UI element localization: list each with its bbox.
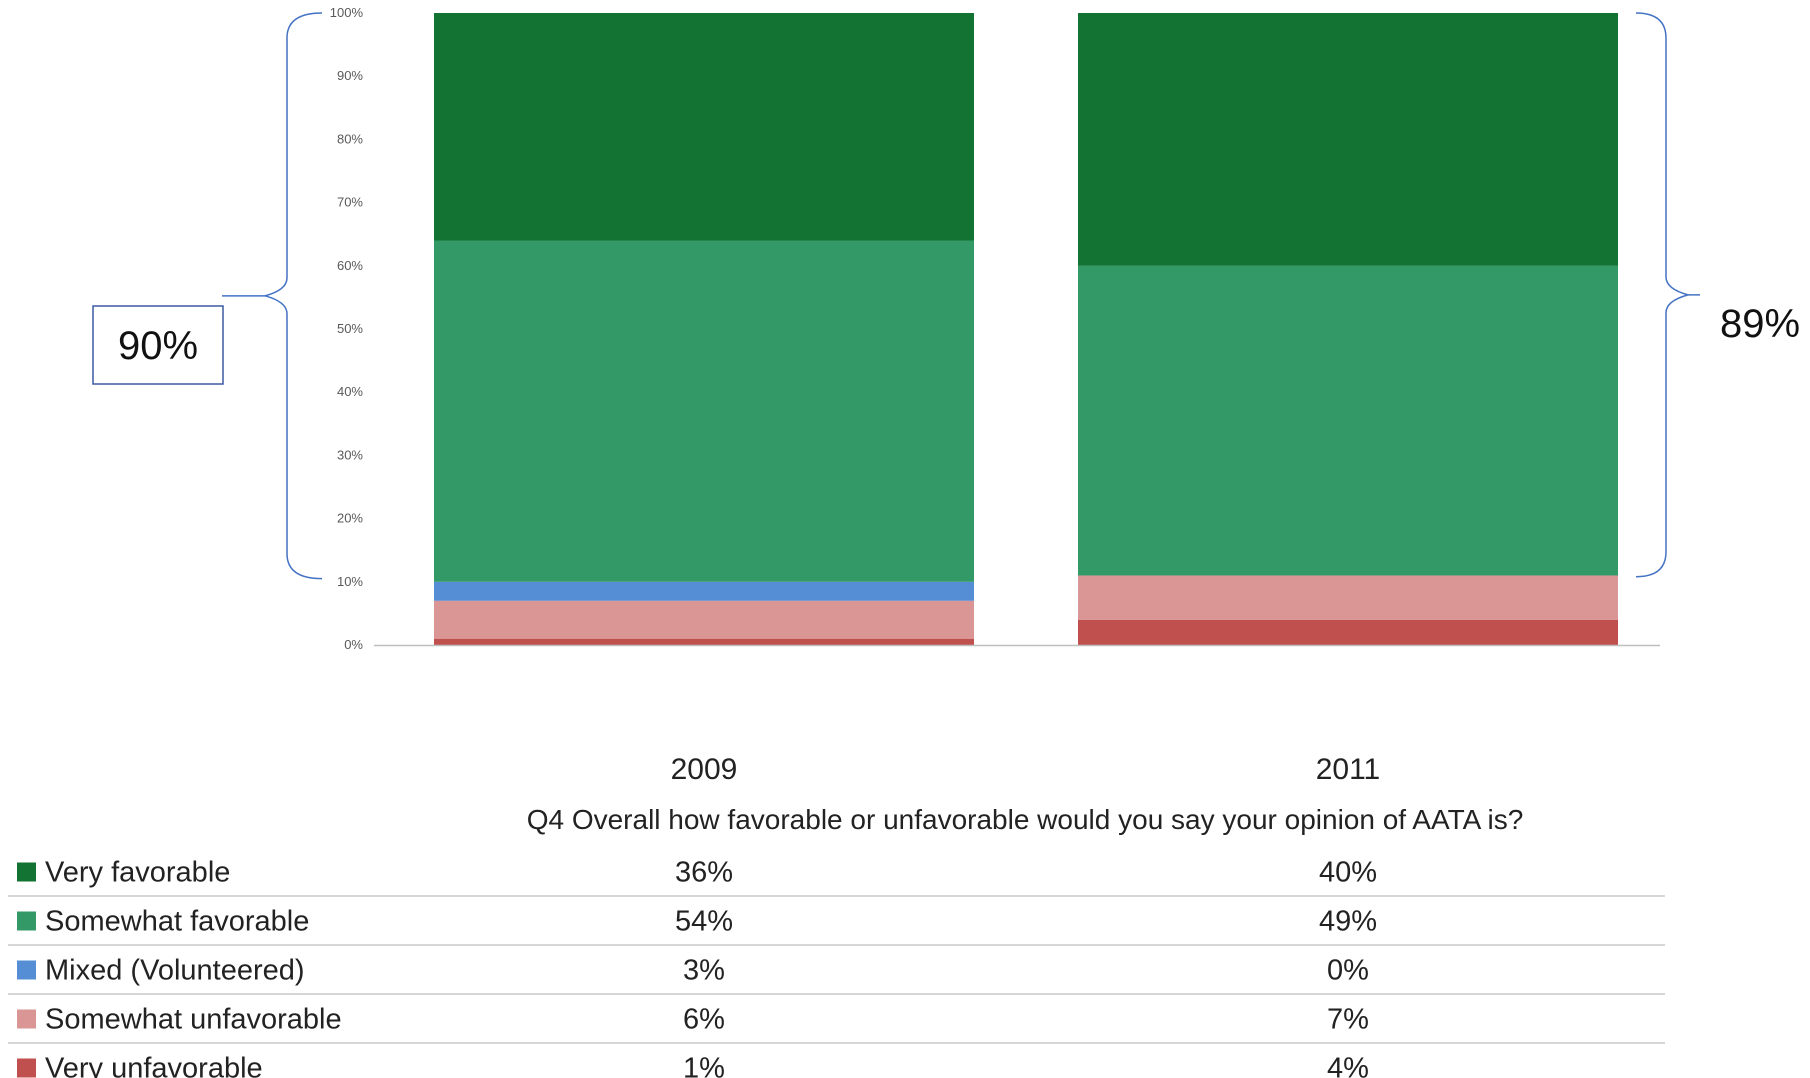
table-cell-2011-somewhat-unfavorable: 7% [1327,1004,1369,1036]
legend-swatch-very-unfavorable [17,1058,36,1078]
y-tick-label: 20% [337,511,363,526]
right-brace [1635,12,1691,578]
table-cell-2009-very-favorable: 36% [675,857,733,889]
bar-segment-2011-very-favorable [1078,13,1618,266]
x-axis-title: Q4 Overall how favorable or unfavorable … [527,804,1524,835]
y-tick-label: 10% [337,574,363,589]
bar-segment-2009-very-unfavorable [434,638,974,645]
table-cell-2009-mixed-volunteered: 3% [683,955,725,987]
callouts: 90% 89% [92,12,1800,580]
x-axis: 2009 2011 Q4 Overall how favorable or unfa… [374,644,1660,835]
bars-layer [434,13,1618,645]
y-tick-label: 100% [330,5,364,20]
legend-swatch-mixed-volunteered [17,960,36,980]
legend-label: Very unfavorable [45,1053,263,1078]
legend-label: Mixed (Volunteered) [45,955,305,987]
category-label: 2009 [671,753,738,786]
y-tick-label: 30% [337,447,363,462]
bar-segment-2009-mixed-volunteered [434,581,974,601]
table-cell-2011-very-unfavorable: 4% [1327,1053,1369,1078]
y-tick-label: 0% [344,637,363,652]
legend-label: Somewhat favorable [45,906,309,938]
legend-swatch-somewhat-favorable [17,911,36,931]
category-label: 2011 [1316,753,1381,786]
y-tick-label: 80% [337,131,363,146]
left-brace [262,12,323,580]
legend-swatch-somewhat-unfavorable [17,1009,36,1029]
table-cell-2011-very-favorable: 40% [1319,857,1377,889]
y-tick-label: 70% [337,195,363,210]
table-cell-2009-somewhat-favorable: 54% [675,906,733,938]
table-cell-2009-somewhat-unfavorable: 6% [683,1004,725,1036]
y-tick-label: 90% [337,68,363,83]
y-tick-label: 60% [337,258,363,273]
left-callout-label: 90% [118,324,198,368]
table-cell-2011-somewhat-favorable: 49% [1319,906,1377,938]
y-axis: 0% 10% 20% 30% 40% 50% 60% 70% 80% 90% 100% [330,5,364,652]
bar-segment-2009-somewhat-favorable [434,240,974,582]
y-tick-label: 40% [337,384,363,399]
right-callout-label: 89% [1720,302,1800,346]
bar-segment-2011-somewhat-unfavorable [1078,575,1618,620]
table-cell-2011-mixed-volunteered: 0% [1327,955,1369,987]
legend-swatch-very-favorable [17,862,36,882]
table-cell-2009-very-unfavorable: 1% [683,1053,725,1078]
bar-segment-2009-very-favorable [434,13,974,241]
bar-segment-2011-very-unfavorable [1078,619,1618,645]
y-tick-label: 50% [337,321,363,336]
left-callout-box [92,305,224,385]
bar-segment-2009-somewhat-unfavorable [434,600,974,639]
bar-segment-2011-somewhat-favorable [1078,265,1618,576]
legend-label: Very favorable [45,857,230,889]
legend-label: Somewhat unfavorable [45,1004,342,1036]
data-table: Very favorable 36% 40% Somewhat favorable 54… [8,857,1665,1078]
